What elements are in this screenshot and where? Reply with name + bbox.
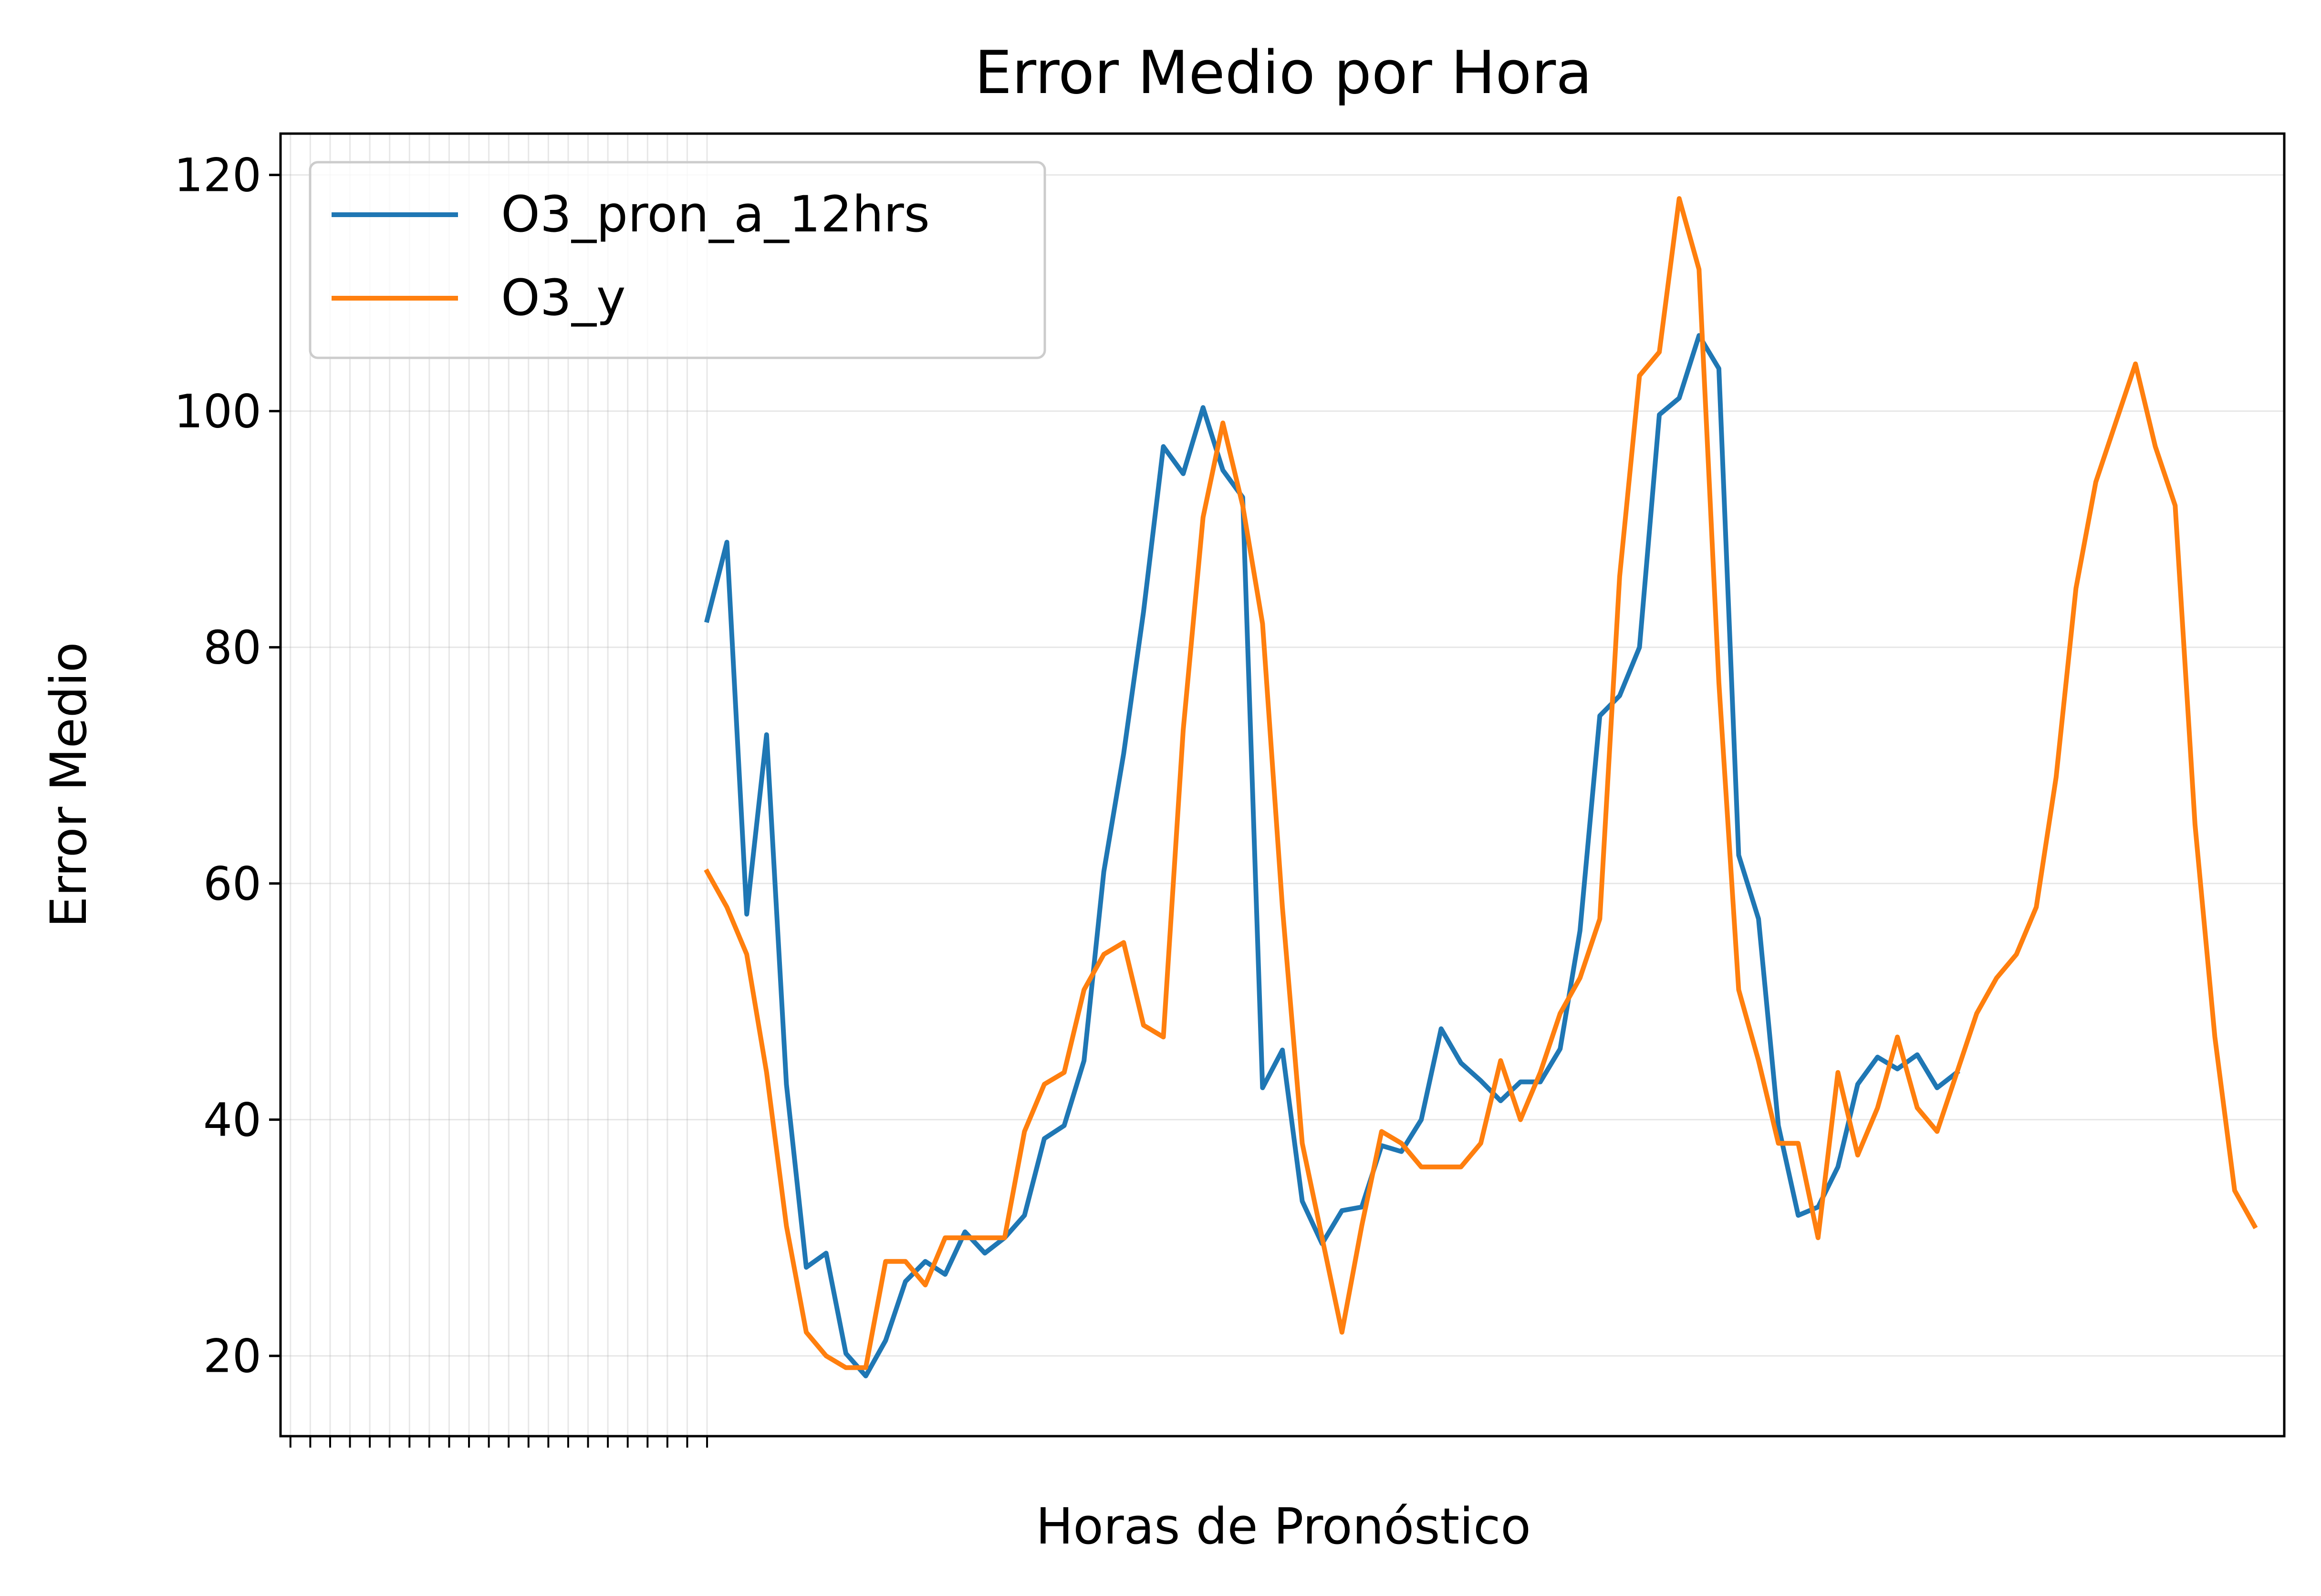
- legend-label-o3-pron: O3_pron_a_12hrs: [501, 185, 930, 243]
- y-tick-label-120: 120: [174, 149, 261, 202]
- y-tick-label-100: 100: [174, 385, 261, 438]
- x-axis-ticks: [289, 1436, 708, 1448]
- y-axis-label: Error Medio: [40, 642, 98, 928]
- legend-box: [309, 161, 1046, 359]
- plot-frame: [279, 132, 2286, 1438]
- y-axis-ticks: 20 40 60 80 100 120: [174, 149, 281, 1383]
- legend: O3_pron_a_12hrs O3_y: [309, 161, 1046, 359]
- legend-label-o3-y: O3_y: [501, 269, 626, 327]
- series-lines: [704, 196, 2258, 1378]
- y-tick-label-40: 40: [203, 1094, 261, 1147]
- chart-title: Error Medio por Hora: [975, 39, 1592, 107]
- y-tick-label-20: 20: [203, 1330, 261, 1383]
- x-axis-label: Horas de Pronóstico: [1036, 1497, 1531, 1555]
- series-line-o3-y: [704, 196, 2258, 1370]
- y-tick-label-60: 60: [203, 857, 261, 911]
- y-tick-label-80: 80: [203, 621, 261, 675]
